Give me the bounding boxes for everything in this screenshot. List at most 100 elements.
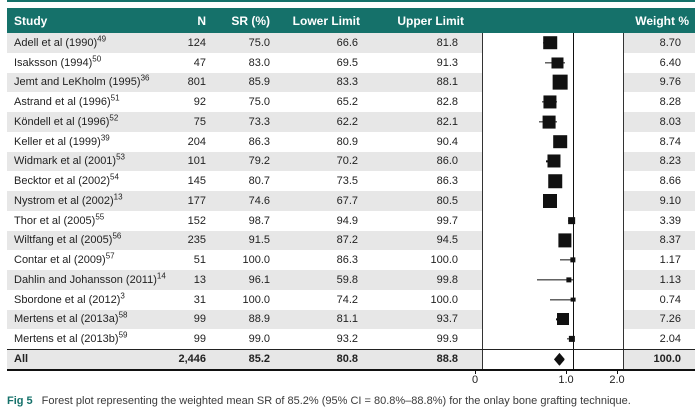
table-row: Widmark et al (2001)53 101 79.2 70.2 86.0 8.2…	[7, 151, 695, 172]
plot-cell	[482, 210, 624, 231]
reference-line	[572, 191, 575, 211]
n-cell: 47	[193, 56, 206, 69]
reference-superscript: 50	[92, 53, 102, 63]
table-row: Mertens et al (2013a)58 99 88.9 81.1 93.7 7.2…	[7, 309, 695, 330]
upper-limit-cell: 88.1	[436, 76, 458, 89]
x-axis-tick	[475, 370, 476, 374]
col-header-n: N	[197, 13, 206, 28]
ci-line	[560, 259, 573, 261]
upper-limit-cell: 94.5	[436, 234, 458, 247]
table-row: Nystrom et al (2002)13 177 74.6 67.7 80.5 9.1…	[7, 191, 695, 211]
reference-superscript: 57	[105, 251, 115, 261]
reference-line	[572, 112, 575, 132]
n-cell: 31	[193, 293, 206, 306]
sr-cell: 98.7	[248, 214, 270, 227]
table-row: Isaksson (1994)50 47 83.0 69.5 91.3 6.40	[7, 52, 695, 73]
table-row: Keller et al (1999)39 204 86.3 80.9 90.4 8.74	[7, 131, 695, 152]
study-cell: Nystrom et al (2002)13	[14, 192, 123, 207]
study-cell: Köndell et al (1996)52	[14, 113, 119, 128]
reference-superscript: 52	[109, 113, 119, 123]
weight-cell: 0.74	[659, 293, 681, 306]
plot-cell	[482, 270, 624, 290]
plot-cell	[482, 250, 624, 270]
upper-limit-cell: 86.0	[436, 155, 458, 168]
table-row: Wiltfang et al (2005)56 235 91.5 87.2 94.5 8.…	[7, 230, 695, 251]
col-header-study: Study	[14, 13, 48, 28]
study-cell: Wiltfang et al (2005)56	[14, 231, 122, 247]
study-cell: Contar et al (2009)57	[14, 251, 115, 267]
study-cell: Mertens et al (2013b)59	[14, 330, 128, 346]
point-estimate-marker	[552, 75, 568, 90]
weight-cell: 8.66	[659, 175, 681, 188]
weight-cell: 8.70	[659, 36, 681, 49]
x-tick-label: 0	[471, 373, 479, 386]
table-row: All 2,446 85.2 80.8 88.8 100.0	[7, 349, 695, 369]
reference-line	[572, 171, 575, 191]
n-cell: 92	[193, 96, 206, 109]
point-estimate-marker	[547, 154, 561, 168]
plot-cell	[482, 112, 624, 132]
weight-cell: 8.03	[659, 115, 681, 128]
lower-limit-cell: 87.2	[336, 234, 358, 247]
lower-limit-cell: 59.8	[336, 273, 358, 286]
study-cell: Widmark et al (2001)53	[14, 152, 125, 168]
upper-limit-cell: 99.9	[436, 333, 458, 346]
plot-cell	[482, 72, 624, 93]
forest-plot-figure: Study N SR (%) Lower Limit Upper Limit W…	[7, 0, 695, 407]
x-axis-tick	[617, 370, 618, 374]
n-cell: 75	[193, 115, 206, 128]
point-estimate-marker	[568, 336, 575, 343]
reference-line	[572, 350, 575, 369]
sr-cell: 85.2	[248, 353, 270, 366]
upper-limit-cell: 99.8	[436, 273, 458, 286]
study-cell: Thor et al (2005)55	[14, 211, 105, 227]
plot-cell	[482, 329, 624, 349]
study-cell: Mertens et al (2013a)58	[14, 310, 128, 326]
lower-limit-cell: 67.7	[336, 194, 358, 207]
study-cell: Becktor et al (2002)54	[14, 172, 119, 188]
n-cell: 145	[187, 175, 206, 188]
point-estimate-marker	[566, 277, 572, 283]
lower-limit-cell: 80.9	[336, 135, 358, 148]
reference-superscript: 56	[112, 231, 122, 241]
lower-limit-cell: 94.9	[336, 214, 358, 227]
lower-limit-cell: 69.5	[336, 56, 358, 69]
figure-caption-text: Forest plot representing the weighted me…	[41, 394, 631, 407]
col-header-lower-limit: Lower Limit	[292, 13, 360, 28]
upper-limit-cell: 81.8	[436, 36, 458, 49]
point-estimate-marker	[551, 57, 563, 69]
reference-superscript: 39	[100, 132, 110, 142]
reference-line	[572, 270, 575, 290]
reference-line	[572, 72, 575, 93]
reference-superscript: 13	[113, 192, 123, 202]
upper-limit-cell: 82.1	[436, 115, 458, 128]
lower-limit-cell: 74.2	[336, 293, 358, 306]
weight-cell: 8.74	[659, 135, 681, 148]
n-cell: 124	[187, 36, 206, 49]
n-cell: 801	[187, 76, 206, 89]
point-estimate-marker	[542, 115, 556, 129]
n-cell: 99	[193, 333, 206, 346]
upper-limit-cell: 99.7	[436, 214, 458, 227]
x-tick-label: 2.0	[609, 373, 625, 386]
reference-line	[572, 52, 575, 73]
point-estimate-marker	[553, 134, 568, 149]
sr-cell: 80.7	[248, 175, 270, 188]
sr-cell: 91.5	[248, 234, 270, 247]
reference-superscript: 14	[156, 271, 166, 281]
plot-cell	[482, 191, 624, 211]
lower-limit-cell: 73.5	[336, 175, 358, 188]
n-cell: 13	[193, 273, 206, 286]
lower-limit-cell: 93.2	[336, 333, 358, 346]
upper-limit-cell: 82.8	[436, 96, 458, 109]
table-body: Adell et al (1990)49 124 75.0 66.6 81.8 8.70 I…	[7, 33, 695, 371]
study-cell: Dahlin and Johansson (2011)14	[14, 271, 166, 286]
n-cell: 99	[193, 313, 206, 326]
n-cell: 152	[187, 214, 206, 227]
study-cell: Isaksson (1994)50	[14, 53, 102, 69]
reference-superscript: 58	[118, 310, 128, 320]
lower-limit-cell: 80.8	[336, 353, 358, 366]
weight-cell: 9.76	[659, 76, 681, 89]
reference-superscript: 51	[110, 93, 120, 103]
plot-cell	[482, 131, 624, 152]
